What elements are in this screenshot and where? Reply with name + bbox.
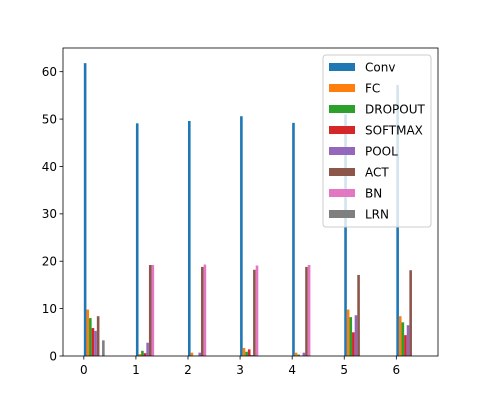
bar-pool-3 [250,355,254,356]
bar-fc-2 [190,352,194,356]
bar-bn-2 [203,264,207,356]
bar-lrn-0 [102,340,105,356]
legend-swatch-softmax [329,126,355,134]
bar-act-1 [148,265,152,356]
bar-dropout-5 [349,317,353,356]
bar-act-3 [253,269,256,356]
bar-fc-4 [294,352,298,356]
legend-swatch-bn [329,189,355,197]
bar-pool-4 [302,352,306,356]
bar-conv-5 [344,114,347,356]
y-tick-label: 40 [42,160,57,174]
bar-dropout-6 [401,322,405,356]
x-tick-label: 4 [288,363,296,377]
bar-act-2 [201,266,204,356]
legend-label-softmax: SOFTMAX [365,123,423,137]
x-tick-label: 3 [236,363,244,377]
bar-pool-6 [406,325,410,356]
legend-frame [322,54,432,228]
bar-softmax-0 [91,328,95,356]
bar-dropout-4 [297,354,300,356]
x-tick-label: 6 [393,363,401,377]
bar-fc-0 [86,309,90,356]
legend-label-pool: POOL [365,144,398,158]
legend-swatch-pool [329,147,355,155]
legend-label-dropout: DROPOUT [365,102,425,116]
bar-softmax-5 [352,332,355,356]
x-tick-label: 5 [340,363,348,377]
bar-pool-0 [94,330,97,356]
axes-group: 0 10 20 30 40 50 60 0 1 2 3 4 5 6 [42,47,439,377]
bar-dropout-1 [141,350,144,356]
legend-label-act: ACT [365,165,389,179]
bar-conv-1 [135,123,139,356]
x-tick-label: 2 [184,363,192,377]
bar-softmax-6 [404,335,407,356]
bar-bn-4 [307,265,311,356]
y-tick-label: 60 [42,65,57,79]
bar-conv-4 [292,122,295,357]
bar-fc-3 [242,347,246,356]
bar-conv-0 [83,63,87,356]
legend: Conv FC DROPOUT SOFTMAX POOL ACT BN LRN [322,54,432,228]
y-tick-label: 30 [42,207,57,221]
legend-swatch-conv [329,63,355,71]
bar-dropout-0 [89,318,92,356]
bar-pool-2 [198,352,202,356]
bar-conv-3 [240,116,243,356]
bar-pool-1 [146,342,149,356]
bar-fc-6 [398,316,402,356]
legend-swatch-fc [329,84,355,92]
legend-label-conv: Conv [365,60,395,74]
bar-conv-2 [188,120,191,356]
bar-act-6 [409,270,412,356]
legend-swatch-act [329,168,355,176]
bar-fc-1 [138,354,142,356]
bar-softmax-3 [247,349,251,356]
x-tick-label: 0 [80,363,88,377]
legend-label-lrn: LRN [365,207,389,221]
bar-pool-5 [354,315,358,356]
x-tick-label: 1 [132,363,140,377]
bar-fc-5 [346,309,350,356]
y-tick-label: 0 [49,349,57,363]
bar-act-0 [96,316,100,356]
bar-dropout-3 [245,351,248,356]
legend-label-bn: BN [365,186,382,200]
legend-swatch-dropout [329,105,355,113]
plot-frame [62,47,439,357]
bar-bn-3 [255,265,259,356]
bar-act-5 [357,274,360,356]
legend-label-fc: FC [365,81,380,95]
bar-softmax-1 [143,353,147,356]
y-tick-label: 10 [42,302,57,316]
y-tick-label: 50 [42,112,57,126]
bar-act-4 [305,266,308,356]
legend-swatch-lrn [329,210,355,218]
y-tick-label: 20 [42,255,57,269]
bar-bn-1 [151,265,155,356]
